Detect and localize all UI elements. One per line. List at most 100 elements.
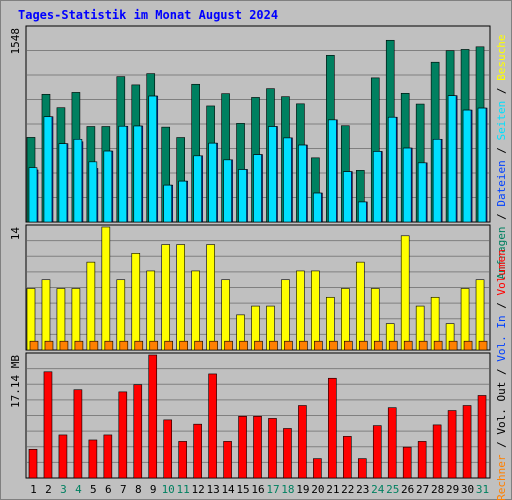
bar-seiten-7 — [118, 125, 128, 223]
bar-besuche-9 — [146, 270, 156, 351]
legend-entry: / — [495, 140, 508, 160]
bar-volumen-31 — [477, 395, 487, 479]
x-tick-label: 2 — [45, 483, 52, 496]
bar-volumen-10 — [163, 419, 173, 479]
x-tick-label: 26 — [401, 483, 414, 496]
bar-besuche-20 — [311, 270, 320, 351]
x-tick-label: 14 — [221, 483, 235, 496]
x-tick-label: 31 — [476, 483, 489, 496]
bar-volumen-19 — [298, 405, 307, 479]
bar-volumen-16 — [253, 415, 262, 479]
legend-entry: / — [495, 207, 508, 227]
bar-volumen-2 — [43, 371, 53, 479]
bar-besuche-8 — [131, 253, 141, 351]
bar-rechner-4 — [74, 340, 84, 351]
bar-seiten-5 — [88, 161, 98, 223]
x-tick-label: 20 — [311, 483, 324, 496]
bar-volumen-1 — [28, 448, 38, 479]
bar-rechner-10 — [164, 340, 174, 351]
x-tick-label: 28 — [431, 483, 444, 496]
bar-seiten-31 — [477, 107, 487, 223]
bar-volumen-21 — [328, 377, 337, 479]
bar-seiten-27 — [417, 162, 427, 223]
legend-entry: / — [495, 81, 508, 101]
bar-seiten-18 — [283, 137, 292, 223]
bar-volumen-17 — [268, 418, 277, 479]
bar-seiten-15 — [238, 169, 247, 223]
bar-besuche-14 — [221, 279, 230, 351]
legend-entry: Vol. Out — [495, 382, 508, 435]
legend-entry: Seiten — [495, 101, 508, 141]
x-tick-label: 7 — [120, 483, 127, 496]
bar-rechner-15 — [239, 340, 248, 351]
bar-volumen-6 — [103, 434, 113, 479]
bar-rechner-30 — [463, 340, 473, 351]
legend-entry: Rechner — [495, 454, 508, 500]
bar-volumen-4 — [73, 389, 83, 479]
bar-seiten-6 — [103, 150, 113, 223]
bar-besuche-26 — [400, 235, 410, 351]
bar-besuche-12 — [191, 270, 200, 351]
bar-volumen-28 — [432, 424, 442, 479]
bar-seiten-2 — [43, 116, 53, 223]
x-tick-label: 17 — [266, 483, 279, 496]
bar-seiten-3 — [58, 143, 68, 223]
legend-bottom-right: Rechner / Vol. Out / Vol. In / Volumen — [495, 249, 508, 500]
x-tick-label: 6 — [105, 483, 112, 496]
bar-rechner-31 — [478, 340, 488, 351]
x-tick-label: 4 — [75, 483, 82, 496]
x-tick-label: 12 — [192, 483, 205, 496]
x-tick-label: 27 — [416, 483, 429, 496]
x-tick-label: 9 — [150, 483, 157, 496]
bar-rechner-27 — [418, 340, 428, 351]
y-axis-max-label-middle: 14 — [9, 227, 22, 241]
legend-entry: Anfragen — [495, 227, 508, 280]
bar-rechner-19 — [299, 340, 308, 351]
x-tick-label: 1 — [30, 483, 37, 496]
x-tick-label: 8 — [135, 483, 142, 496]
bar-rechner-22 — [344, 340, 353, 351]
bar-volumen-18 — [283, 428, 292, 479]
bar-volumen-9 — [148, 354, 158, 479]
x-tick-label: 5 — [90, 483, 97, 496]
bar-besuche-18 — [281, 279, 290, 351]
legend-entry: / — [495, 296, 508, 316]
bar-besuche-6 — [101, 226, 111, 351]
x-tick-label: 21 — [326, 483, 339, 496]
bar-rechner-24 — [373, 340, 383, 351]
bar-rechner-2 — [44, 340, 54, 351]
bar-volumen-15 — [238, 415, 247, 479]
x-tick-label: 30 — [461, 483, 474, 496]
bar-besuche-24 — [370, 288, 380, 351]
bar-besuche-13 — [206, 244, 215, 351]
x-tick-label: 23 — [356, 483, 369, 496]
bar-seiten-16 — [253, 154, 262, 223]
bar-seiten-22 — [343, 171, 352, 223]
bar-besuche-3 — [56, 288, 66, 351]
bar-volumen-22 — [343, 436, 352, 479]
bar-volumen-23 — [357, 458, 367, 479]
bar-seiten-29 — [447, 95, 457, 223]
bar-seiten-1 — [28, 167, 38, 223]
bar-rechner-8 — [134, 340, 144, 351]
bar-seiten-30 — [462, 109, 472, 223]
bar-rechner-13 — [209, 340, 218, 351]
bar-volumen-8 — [133, 384, 143, 479]
x-tick-label: 29 — [446, 483, 459, 496]
x-tick-label: 25 — [386, 483, 399, 496]
x-tick-label: 11 — [177, 483, 190, 496]
bar-volumen-3 — [58, 434, 68, 479]
bar-besuche-2 — [41, 279, 51, 351]
bar-rechner-26 — [403, 340, 413, 351]
bar-seiten-8 — [133, 125, 143, 223]
bar-rechner-1 — [29, 340, 39, 351]
bar-besuche-11 — [176, 244, 185, 351]
bar-rechner-28 — [433, 340, 443, 351]
bar-volumen-26 — [402, 446, 412, 479]
bar-besuche-4 — [71, 288, 81, 351]
bar-volumen-20 — [313, 458, 322, 479]
bar-rechner-11 — [179, 340, 188, 351]
legend-entry: Besuche — [495, 34, 508, 80]
x-tick-label: 10 — [162, 483, 175, 496]
